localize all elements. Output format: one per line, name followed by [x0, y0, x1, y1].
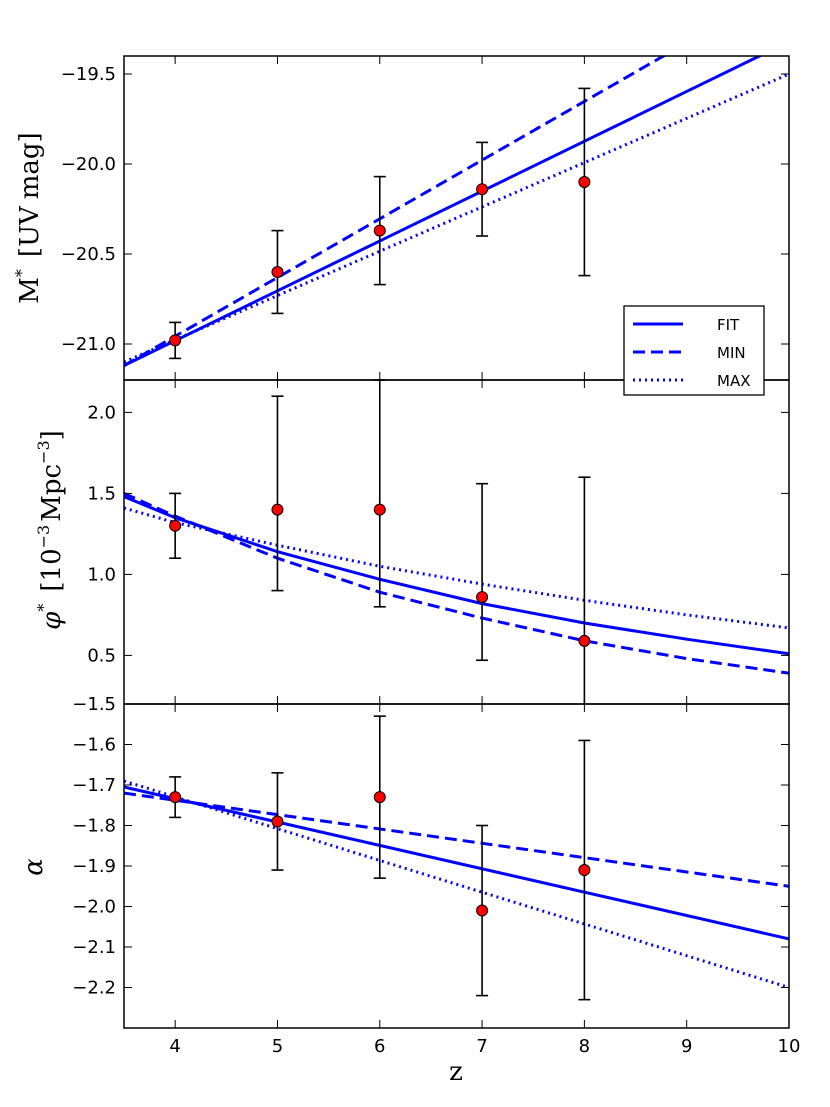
point-mstar-0 — [169, 334, 182, 347]
ylabel-alpha: α — [19, 858, 49, 876]
ytick-label-alpha-0: −2.2 — [72, 978, 116, 999]
point-phistar-3 — [476, 591, 489, 604]
ytick-label-phistar-0: 0.5 — [87, 645, 116, 666]
curves-phistar — [124, 492, 789, 675]
svg-text:α: α — [19, 858, 49, 876]
point-alpha-2 — [373, 791, 386, 804]
legend-label-max: MAX — [717, 372, 750, 390]
ytick-label-alpha-2: −2.0 — [72, 897, 116, 918]
point-phistar-4 — [578, 634, 591, 647]
ytick-label-alpha-3: −1.9 — [72, 856, 116, 877]
series-fit-phistar — [124, 495, 789, 656]
ytick-label-alpha-1: −2.1 — [72, 937, 116, 958]
series-fit-alpha — [124, 785, 789, 941]
svg-text:φ*[10−3Mpc−3]: φ*[10−3Mpc−3] — [34, 430, 67, 630]
ytick-label-phistar-1: 1.0 — [87, 564, 116, 585]
xtick-label-4: 8 — [579, 1036, 590, 1057]
panel-mstar: −21.0 −20.5 −20.0 −19.5 — [61, 55, 790, 381]
xtick-label-3: 7 — [476, 1036, 487, 1057]
svg-text:M*[UVmag]: M*[UVmag] — [12, 132, 45, 303]
series-max-mstar — [124, 72, 789, 364]
ytick-label-alpha-4: −1.8 — [72, 816, 116, 837]
legend-frame — [623, 305, 765, 396]
point-phistar-1 — [271, 503, 284, 516]
xtick-label-5: 9 — [681, 1036, 692, 1057]
series-min-mstar — [124, 56, 667, 367]
x-tick-labels: 4 5 6 7 8 9 10 — [169, 1036, 800, 1057]
series-fit-mstar — [124, 56, 763, 367]
series-max-alpha — [124, 779, 789, 989]
ytick-label-mstar-1: −20.5 — [61, 244, 116, 265]
xtick-label-1: 5 — [272, 1036, 283, 1057]
ylabel-phistar: φ*[10−3Mpc−3] — [34, 430, 67, 630]
legend-label-fit: FIT — [717, 316, 740, 334]
point-phistar-2 — [373, 503, 386, 516]
ytick-label-alpha-7: −1.5 — [72, 694, 116, 715]
point-alpha-4 — [578, 864, 591, 877]
series-min-alpha — [124, 791, 789, 888]
legend-label-min: MIN — [717, 344, 746, 362]
ytick-label-mstar-0: −21.0 — [61, 334, 116, 355]
point-alpha-1 — [271, 815, 284, 828]
point-mstar-4 — [578, 176, 591, 188]
ytick-label-alpha-6: −1.6 — [72, 735, 116, 756]
point-mstar-1 — [271, 266, 284, 278]
series-max-phistar — [124, 506, 789, 630]
frame-alpha — [123, 703, 790, 1029]
xtick-label-0: 4 — [169, 1036, 180, 1057]
xlabel: z — [449, 1057, 463, 1087]
series-min-phistar — [124, 492, 789, 675]
point-phistar-0 — [169, 519, 182, 532]
point-mstar-3 — [476, 183, 489, 196]
panels-layer: −21.0 −20.5 −20.0 −19.5 0.5 1.0 1.5 2.0 −2.2 −2.1… — [61, 55, 800, 1057]
ylabel-mstar: M*[UVmag] — [12, 132, 45, 303]
ytick-label-phistar-2: 1.5 — [87, 483, 116, 504]
panel-alpha: −2.2 −2.1 −2.0 −1.9 −1.8 −1.7 −1.6 −1.5 — [72, 694, 790, 1029]
legend: FIT MIN MAX — [623, 305, 765, 396]
point-alpha-3 — [476, 904, 489, 917]
ytick-label-phistar-3: 2.0 — [87, 402, 116, 423]
ytick-label-mstar-2: −20.0 — [61, 154, 116, 175]
xtick-label-6: 10 — [778, 1036, 801, 1057]
xtick-label-2: 6 — [374, 1036, 385, 1057]
point-alpha-0 — [169, 791, 182, 804]
panel-phistar: 0.5 1.0 1.5 2.0 — [87, 379, 790, 705]
ytick-label-alpha-5: −1.7 — [72, 775, 116, 796]
frame-phistar — [123, 379, 790, 705]
point-mstar-2 — [373, 224, 386, 237]
ytick-label-mstar-3: −19.5 — [61, 64, 116, 85]
curves-mstar — [124, 56, 789, 367]
curves-alpha — [124, 779, 789, 989]
